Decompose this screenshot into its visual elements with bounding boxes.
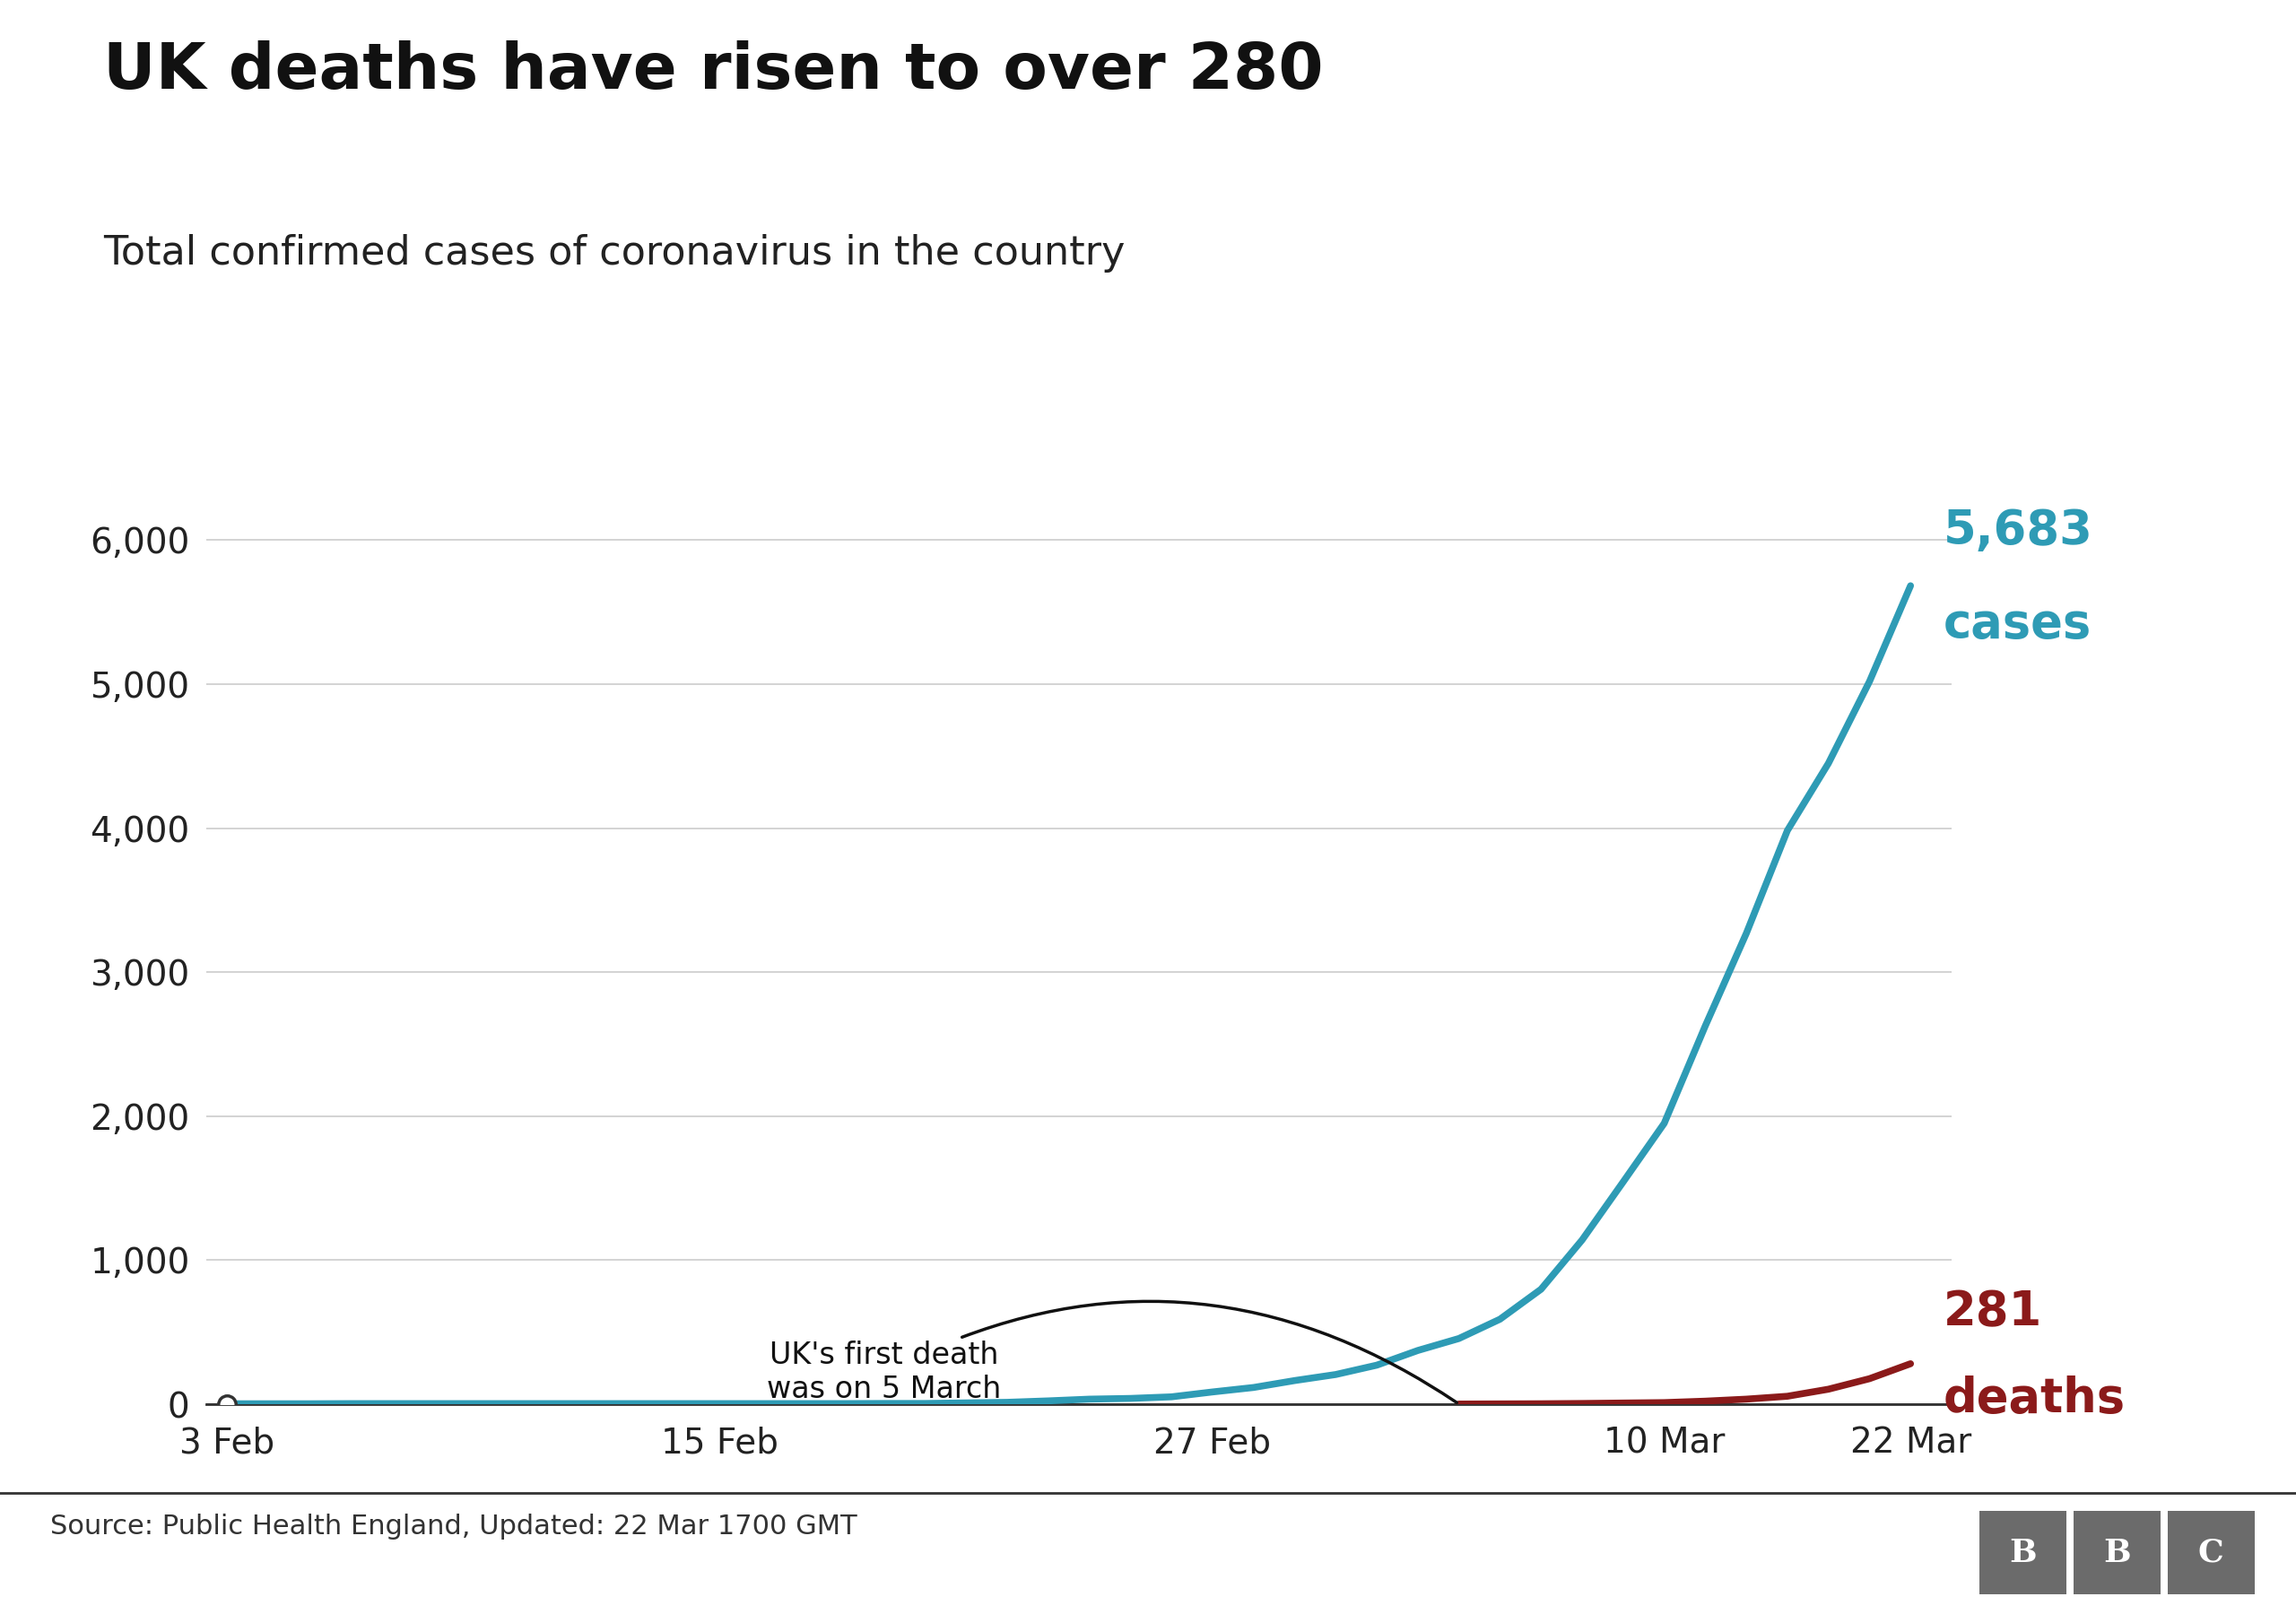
Text: 281: 281 (1942, 1288, 2041, 1335)
Text: 5,683: 5,683 (1942, 508, 2094, 555)
Text: Total confirmed cases of coronavirus in the country: Total confirmed cases of coronavirus in … (103, 234, 1125, 273)
Text: UK deaths have risen to over 280: UK deaths have risen to over 280 (103, 40, 1322, 102)
Text: B: B (2009, 1538, 2037, 1567)
Text: UK's first death
was on 5 March: UK's first death was on 5 March (767, 1301, 1458, 1404)
Text: Source: Public Health England, Updated: 22 Mar 1700 GMT: Source: Public Health England, Updated: … (51, 1514, 856, 1540)
Text: cases: cases (1942, 600, 2092, 647)
Text: B: B (2103, 1538, 2131, 1567)
Text: C: C (2197, 1538, 2225, 1567)
Text: deaths: deaths (1942, 1375, 2126, 1422)
